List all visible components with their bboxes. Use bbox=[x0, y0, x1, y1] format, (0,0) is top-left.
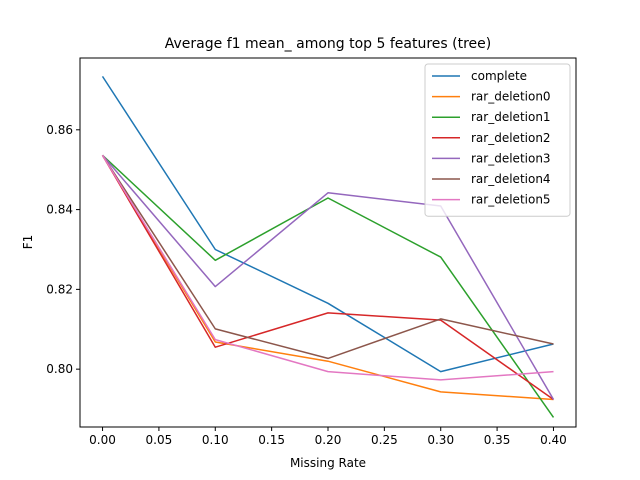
x-tick-label: 0.05 bbox=[146, 433, 173, 447]
series-lines bbox=[101, 75, 555, 418]
plot-frame bbox=[79, 57, 577, 428]
x-tick-label: 0.20 bbox=[315, 433, 342, 447]
x-tick-label: 0.10 bbox=[202, 433, 229, 447]
y-tick-label: 0.86 bbox=[46, 123, 73, 137]
legend-label-rar_deletion1: rar_deletion1 bbox=[471, 110, 551, 124]
legend: complete rar_deletion0 rar_deletion1 rar_de… bbox=[424, 63, 571, 217]
y-tick-label: 0.82 bbox=[46, 282, 73, 296]
x-tick-label: 0.00 bbox=[89, 433, 116, 447]
x-tick-label: 0.25 bbox=[371, 433, 398, 447]
x-tick-label: 0.35 bbox=[484, 433, 511, 447]
series-line-rar_deletion5 bbox=[101, 154, 554, 381]
legend-label-rar_deletion4: rar_deletion4 bbox=[471, 172, 551, 186]
series-line-rar_deletion3 bbox=[101, 154, 555, 400]
y-axis-label: F1 bbox=[21, 235, 35, 250]
legend-box bbox=[424, 63, 571, 217]
x-axis-ticks: 0.00 0.05 0.10 0.15 0.20 0.25 0.30 0.35 0.40 bbox=[89, 427, 567, 447]
legend-label-rar_deletion2: rar_deletion2 bbox=[471, 131, 551, 145]
y-axis-ticks: 0.80 0.82 0.84 0.86 bbox=[46, 123, 80, 376]
series-line-rar_deletion1 bbox=[101, 154, 555, 418]
x-tick-label: 0.40 bbox=[540, 433, 567, 447]
series-line-rar_deletion0 bbox=[101, 154, 554, 401]
series-line-complete bbox=[101, 75, 554, 373]
legend-label-rar_deletion3: rar_deletion3 bbox=[471, 151, 551, 165]
y-tick-label: 0.80 bbox=[46, 362, 73, 376]
legend-label-rar_deletion0: rar_deletion0 bbox=[471, 90, 551, 104]
legend-label-rar_deletion5: rar_deletion5 bbox=[471, 193, 551, 207]
chart-title: Average f1 mean_ among top 5 features (t… bbox=[165, 36, 492, 52]
x-tick-label: 0.30 bbox=[427, 433, 454, 447]
series-line-rar_deletion2 bbox=[101, 154, 554, 401]
x-tick-label: 0.15 bbox=[258, 433, 285, 447]
y-tick-label: 0.84 bbox=[46, 203, 73, 217]
series-line-rar_deletion4 bbox=[101, 154, 554, 360]
legend-label-complete: complete bbox=[471, 69, 527, 83]
x-axis-label: Missing Rate bbox=[290, 456, 366, 470]
